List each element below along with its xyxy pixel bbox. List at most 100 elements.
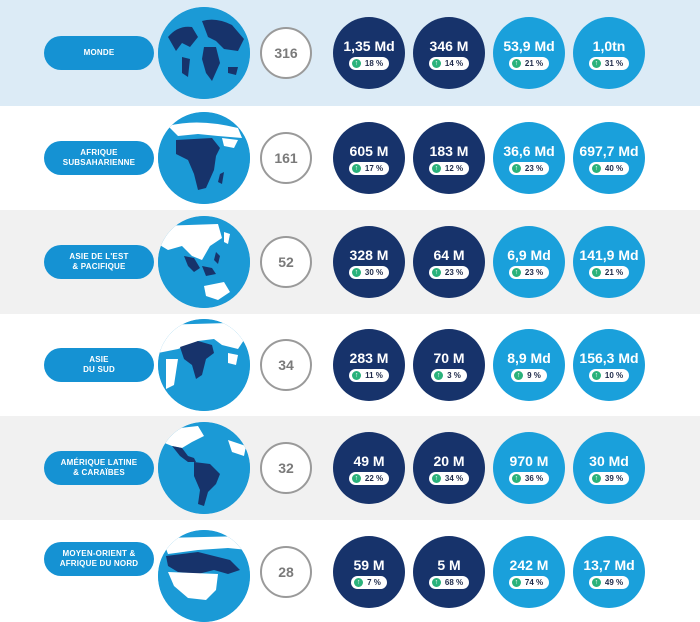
- stat-percent: 9 %: [527, 371, 541, 380]
- latin-america-globe-icon: [158, 422, 250, 514]
- stat-percent: 3 %: [447, 371, 461, 380]
- arrow-up-icon: ↑: [511, 268, 521, 277]
- stat-percent-badge: ↑ 12 %: [428, 162, 470, 175]
- stat-percent: 23 %: [444, 268, 464, 277]
- stat-percent-badge: ↑ 18 %: [348, 57, 390, 70]
- arrow-up-icon: ↑: [351, 164, 361, 173]
- region-row-asie-est-pacifique: ASIE DE L'EST & PACIFIQUE 52 328 M ↑ 30 % …: [0, 210, 700, 314]
- arrow-up-icon: ↑: [591, 474, 601, 483]
- stat-percent: 10 %: [604, 371, 624, 380]
- stat-circle: 242 M ↑ 74 %: [493, 536, 565, 608]
- east-asia-globe-icon: [158, 216, 250, 308]
- stat-value: 70 M: [433, 350, 465, 366]
- stat-value: 283 M: [349, 350, 389, 366]
- stat-value: 5 M: [437, 557, 461, 573]
- arrow-up-icon: ↑: [591, 578, 601, 587]
- stat-percent: 11 %: [365, 371, 383, 380]
- stat-circle: 183 M ↑ 12 %: [413, 122, 485, 194]
- stat-percent-badge: ↑ 49 %: [588, 576, 630, 589]
- stat-circle: 156,3 Md ↑ 10 %: [573, 329, 645, 401]
- stat-circle: 283 M ↑ 11 %: [333, 329, 405, 401]
- stat-value: 20 M: [433, 453, 465, 469]
- stat-circle: 328 M ↑ 30 %: [333, 226, 405, 298]
- middle-east-globe-icon: [158, 530, 250, 622]
- count-badge: 316: [260, 27, 312, 79]
- count-badge: 28: [260, 546, 312, 598]
- stat-value: 1,0tn: [592, 38, 626, 54]
- stat-percent-badge: ↑ 9 %: [511, 369, 547, 382]
- stat-percent-badge: ↑ 23 %: [508, 266, 550, 279]
- arrow-up-icon: ↑: [591, 164, 601, 173]
- stat-value: 53,9 Md: [503, 38, 555, 54]
- stat-percent: 40 %: [604, 164, 624, 173]
- arrow-up-icon: ↑: [511, 474, 521, 483]
- arrow-up-icon: ↑: [431, 59, 441, 68]
- count-badge: 34: [260, 339, 312, 391]
- stat-circle: 49 M ↑ 22 %: [333, 432, 405, 504]
- stat-percent-badge: ↑ 21 %: [508, 57, 550, 70]
- arrow-up-icon: ↑: [431, 474, 441, 483]
- stat-circle: 13,7 Md ↑ 49 %: [573, 536, 645, 608]
- region-label: AMÉRIQUE LATINE & CARAÏBES: [44, 451, 154, 485]
- stat-percent: 18 %: [364, 59, 384, 68]
- stat-percent: 23 %: [524, 164, 544, 173]
- stat-percent-badge: ↑ 68 %: [428, 576, 470, 589]
- stat-percent-badge: ↑ 39 %: [588, 472, 630, 485]
- region-label: MONDE: [44, 36, 154, 70]
- count-badge: 32: [260, 442, 312, 494]
- stat-value: 36,6 Md: [503, 143, 555, 159]
- stat-percent: 23 %: [524, 268, 544, 277]
- stat-circle: 1,35 Md ↑ 18 %: [333, 17, 405, 89]
- stat-percent-badge: ↑ 21 %: [588, 266, 630, 279]
- stat-value: 13,7 Md: [583, 557, 635, 573]
- stat-circle: 6,9 Md ↑ 23 %: [493, 226, 565, 298]
- stat-percent: 49 %: [604, 578, 624, 587]
- stat-percent: 12 %: [444, 164, 464, 173]
- stat-value: 242 M: [509, 557, 549, 573]
- stat-percent-badge: ↑ 36 %: [508, 472, 550, 485]
- stat-percent: 14 %: [444, 59, 464, 68]
- arrow-up-icon: ↑: [431, 578, 441, 587]
- stat-percent-badge: ↑ 7 %: [351, 576, 387, 589]
- region-row-amerique-latine: AMÉRIQUE LATINE & CARAÏBES 32 49 M ↑ 22 % …: [0, 416, 700, 520]
- stat-circle: 141,9 Md ↑ 21 %: [573, 226, 645, 298]
- world-globe-icon: [158, 7, 250, 99]
- arrow-up-icon: ↑: [351, 268, 361, 277]
- stat-percent: 22 %: [364, 474, 384, 483]
- stat-value: 49 M: [353, 453, 385, 469]
- stat-percent-badge: ↑ 14 %: [428, 57, 470, 70]
- region-row-moyen-orient: MOYEN-ORIENT & AFRIQUE DU NORD 28 59 M ↑ 7…: [0, 520, 700, 622]
- stat-percent-badge: ↑ 23 %: [428, 266, 470, 279]
- region-row-afrique-subsaharienne: AFRIQUE SUBSAHARIENNE 161 605 M ↑ 17 % 183…: [0, 106, 700, 210]
- region-row-monde: MONDE 316 1,35 Md ↑ 18 % 346 M ↑ 14 % 53,9 M…: [0, 0, 700, 106]
- count-badge: 161: [260, 132, 312, 184]
- stat-percent-badge: ↑ 22 %: [348, 472, 390, 485]
- stat-percent: 34 %: [444, 474, 464, 483]
- arrow-up-icon: ↑: [354, 578, 364, 587]
- stat-value: 970 M: [509, 453, 549, 469]
- stat-value: 8,9 Md: [507, 350, 551, 366]
- arrow-up-icon: ↑: [351, 59, 361, 68]
- region-label: MOYEN-ORIENT & AFRIQUE DU NORD: [44, 542, 154, 576]
- stat-percent-badge: ↑ 17 %: [348, 162, 390, 175]
- region-label: ASIE DE L'EST & PACIFIQUE: [44, 245, 154, 279]
- stat-value: 6,9 Md: [507, 247, 551, 263]
- stat-percent-badge: ↑ 74 %: [508, 576, 550, 589]
- stat-circle: 20 M ↑ 34 %: [413, 432, 485, 504]
- stat-percent: 36 %: [524, 474, 544, 483]
- stat-value: 697,7 Md: [579, 143, 639, 159]
- stat-value: 59 M: [353, 557, 385, 573]
- stat-circle: 70 M ↑ 3 %: [413, 329, 485, 401]
- arrow-up-icon: ↑: [511, 578, 521, 587]
- stat-percent: 7 %: [367, 578, 381, 587]
- stat-value: 605 M: [349, 143, 389, 159]
- stat-percent: 68 %: [444, 578, 464, 587]
- stat-percent-badge: ↑ 10 %: [588, 369, 630, 382]
- arrow-up-icon: ↑: [591, 59, 601, 68]
- arrow-up-icon: ↑: [591, 268, 601, 277]
- stat-circle: 8,9 Md ↑ 9 %: [493, 329, 565, 401]
- arrow-up-icon: ↑: [434, 371, 444, 380]
- arrow-up-icon: ↑: [591, 371, 601, 380]
- stat-value: 346 M: [429, 38, 469, 54]
- stat-percent-badge: ↑ 23 %: [508, 162, 550, 175]
